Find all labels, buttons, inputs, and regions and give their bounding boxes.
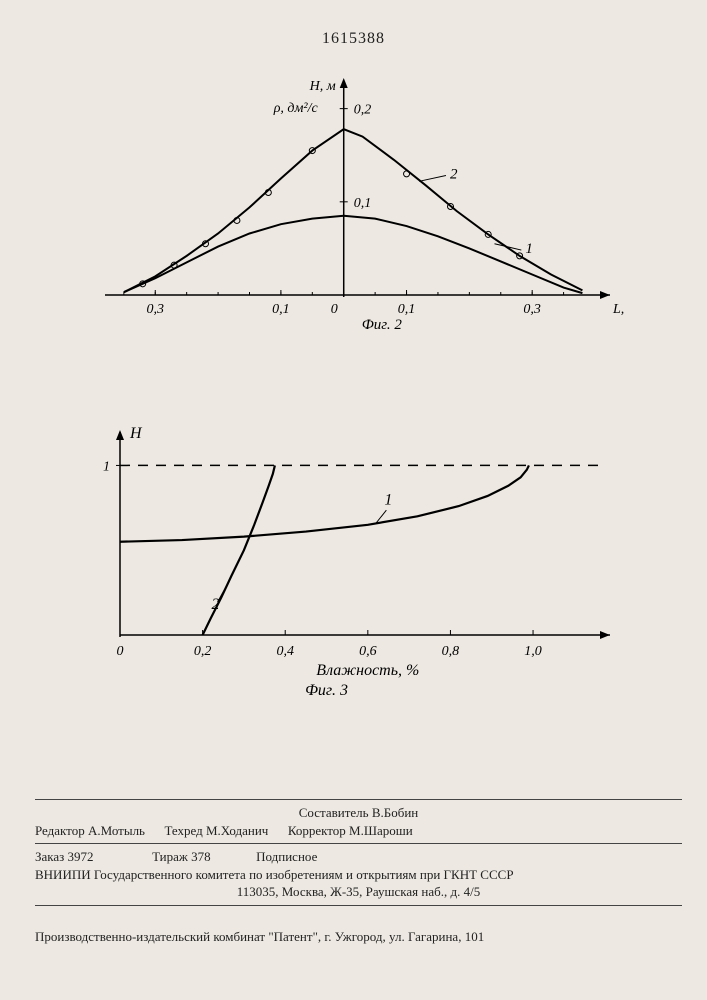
svg-text:0,1: 0,1 [354,196,372,211]
document-number: 1615388 [0,30,707,48]
footer-org1: ВНИИПИ Государственного комитета по изоб… [35,866,682,884]
svg-text:1: 1 [525,241,533,257]
svg-text:2: 2 [450,167,458,183]
svg-text:0,4: 0,4 [276,644,294,659]
svg-text:0: 0 [117,644,124,659]
svg-text:1: 1 [384,491,392,508]
svg-text:Фиг. 3: Фиг. 3 [305,682,348,699]
svg-text:Влажность, %: Влажность, % [316,662,419,679]
svg-text:0,3: 0,3 [147,302,165,317]
footer-credits-row: Редактор А.Мотыль Техред М.Ходанич Корре… [35,822,682,840]
footer-org2: Производственно-издательский комбинат "П… [35,929,682,945]
figure-3: 0 0,2 0,4 0,6 0,8 1,0 1 1 2 H Влажность, % Фиг. 3 [65,420,625,700]
svg-text:0,6: 0,6 [359,644,377,659]
svg-text:2: 2 [212,596,220,613]
svg-text:0,2: 0,2 [194,644,212,659]
svg-text:H, м: H, м [309,79,336,94]
svg-text:1,0: 1,0 [524,644,542,659]
svg-text:0,1: 0,1 [272,302,290,317]
svg-text:0,3: 0,3 [523,302,541,317]
footer-order-row: Заказ 3972 Тираж 378 Подписное [35,848,682,866]
svg-text:0,1: 0,1 [398,302,416,317]
svg-text:L, м: L, м [612,302,625,317]
footer-compiler: Составитель В.Бобин [35,804,682,822]
footer-block: Составитель В.Бобин Редактор А.Мотыль Те… [35,795,682,910]
svg-text:0,8: 0,8 [442,644,460,659]
svg-text:H: H [129,425,143,442]
svg-text:ρ, дм²/c: ρ, дм²/c [273,101,319,116]
footer-addr1: 113035, Москва, Ж-35, Раушская наб., д. … [35,883,682,901]
svg-text:Фиг. 2: Фиг. 2 [362,317,403,330]
svg-text:0: 0 [331,302,338,317]
svg-text:0,2: 0,2 [354,103,372,118]
figure-2: 0,3 0,1 0,1 0,3 0,1 0,2 1 2 H, м ρ, дм²/c L, м 0 Фиг… [65,70,625,330]
svg-text:1: 1 [103,459,110,474]
